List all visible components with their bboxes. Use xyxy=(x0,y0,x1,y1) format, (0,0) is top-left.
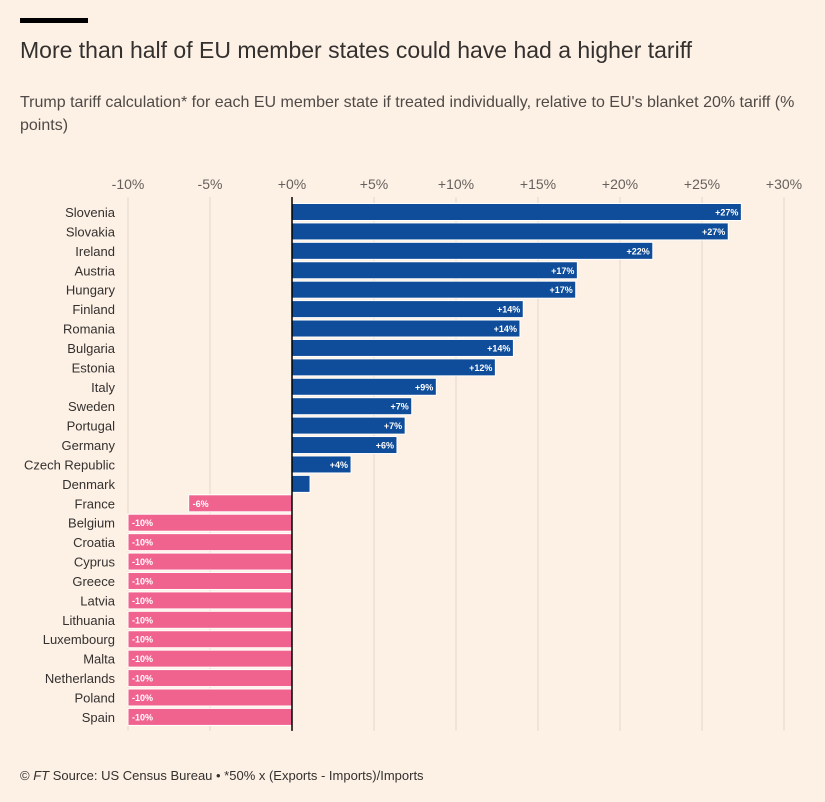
category-label: Estonia xyxy=(72,360,116,375)
bar xyxy=(291,300,524,319)
footer-brand: FT xyxy=(33,768,50,783)
bar xyxy=(291,338,514,357)
data-label: +27% xyxy=(715,208,738,218)
data-label: +17% xyxy=(551,266,574,276)
category-label: Romania xyxy=(63,322,116,337)
category-label: Lithuania xyxy=(62,613,116,628)
bar xyxy=(291,241,654,260)
data-label: -10% xyxy=(132,576,153,586)
category-label: Bulgaria xyxy=(67,341,115,356)
category-label: France xyxy=(75,496,115,511)
bar xyxy=(291,203,742,221)
category-label: Germany xyxy=(62,438,116,453)
category-label: Denmark xyxy=(62,477,115,492)
x-tick-label: +15% xyxy=(520,176,556,192)
data-label: -10% xyxy=(132,615,153,625)
category-label: Italy xyxy=(91,380,115,395)
data-label: +14% xyxy=(497,305,520,315)
x-tick-label: +20% xyxy=(602,176,638,192)
data-label: +7% xyxy=(384,421,402,431)
data-label: +12% xyxy=(469,363,492,373)
chart-subtitle: Trump tariff calculation* for each EU me… xyxy=(20,94,795,134)
x-tick-label: +5% xyxy=(360,176,388,192)
data-label: +9% xyxy=(415,382,433,392)
ft-header-rule xyxy=(20,18,88,23)
data-label: +7% xyxy=(390,402,408,412)
category-label: Luxembourg xyxy=(43,632,115,647)
data-label: -10% xyxy=(132,693,153,703)
data-label: -10% xyxy=(132,538,153,548)
category-label: Sweden xyxy=(68,399,115,414)
data-label: +6% xyxy=(376,441,394,451)
x-tick-label: -5% xyxy=(198,176,223,192)
category-label: Austria xyxy=(75,263,116,278)
data-label: -10% xyxy=(132,557,153,567)
category-label: Greece xyxy=(72,574,115,589)
category-label: Portugal xyxy=(67,419,116,434)
category-label: Hungary xyxy=(66,283,116,298)
data-label: +22% xyxy=(627,246,650,256)
footer-copyright: © xyxy=(20,768,34,783)
x-tick-label: +30% xyxy=(766,176,802,192)
category-label: Czech Republic xyxy=(24,457,116,472)
data-label: +4% xyxy=(330,460,348,470)
category-label: Spain xyxy=(82,710,115,725)
data-label: -10% xyxy=(132,518,153,528)
data-label: +27% xyxy=(702,227,725,237)
x-tick-label: +25% xyxy=(684,176,720,192)
data-label: -6% xyxy=(193,499,209,509)
footer-source: © FT Source: US Census Bureau • *50% x (… xyxy=(20,767,424,785)
chart-title: More than half of EU member states could… xyxy=(20,37,693,63)
category-label: Croatia xyxy=(73,535,116,550)
data-label: +17% xyxy=(549,285,572,295)
bar xyxy=(291,319,521,338)
category-label: Latvia xyxy=(80,593,115,608)
bar xyxy=(291,358,496,377)
category-label: Slovenia xyxy=(65,205,116,220)
x-tick-label: +10% xyxy=(438,176,474,192)
category-label: Finland xyxy=(72,302,115,317)
footer-source-text: Source: US Census Bureau • *50% x (Expor… xyxy=(49,768,424,783)
category-label: Poland xyxy=(75,691,115,706)
category-label: Belgium xyxy=(68,516,115,531)
category-label: Netherlands xyxy=(45,671,116,686)
category-label: Slovakia xyxy=(66,224,116,239)
x-tick-label: -10% xyxy=(112,176,145,192)
data-label: -10% xyxy=(132,596,153,606)
data-label: +14% xyxy=(494,324,517,334)
data-label: -10% xyxy=(132,635,153,645)
data-label: -10% xyxy=(132,712,153,722)
x-tick-label: +0% xyxy=(278,176,306,192)
bar xyxy=(291,280,577,299)
category-label: Ireland xyxy=(75,244,115,259)
data-label: -10% xyxy=(132,674,153,684)
category-label: Malta xyxy=(83,652,116,667)
bar xyxy=(291,474,311,493)
bar xyxy=(291,222,729,241)
bar xyxy=(291,261,578,280)
data-label: +14% xyxy=(487,343,510,353)
data-label: -10% xyxy=(132,654,153,664)
category-label: Cyprus xyxy=(74,555,116,570)
